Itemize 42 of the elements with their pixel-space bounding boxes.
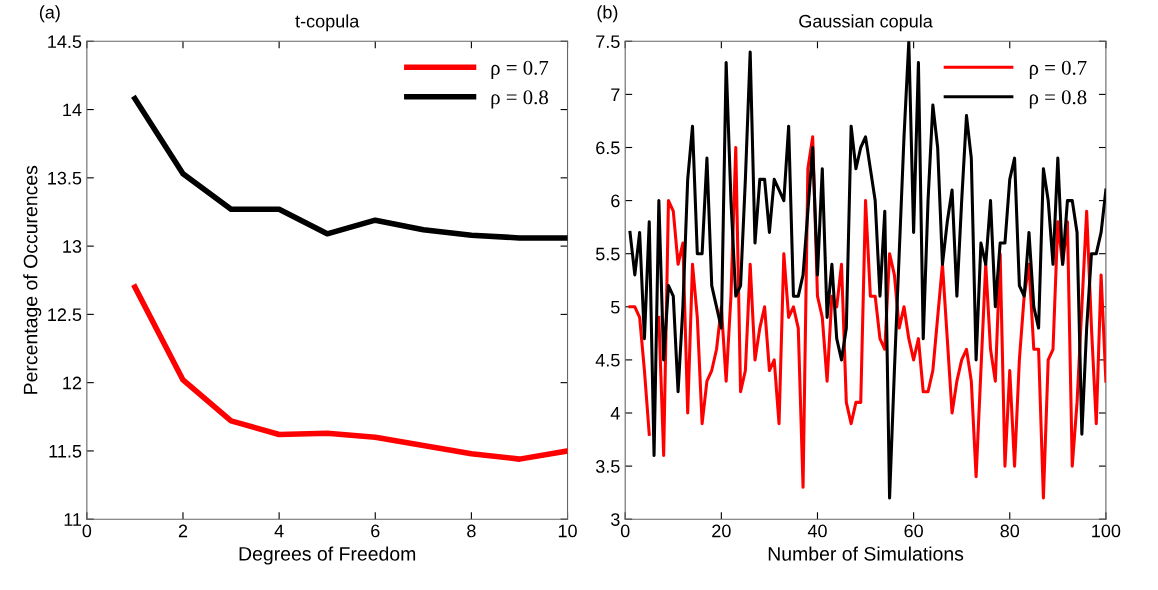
legend-label: ρ = 0.7: [1029, 60, 1087, 80]
text: (a): [39, 5, 60, 23]
y-tick-label: 13: [63, 240, 82, 253]
x-axis-title: Number of Simulations: [768, 546, 964, 561]
x-tick-label: 80: [1000, 524, 1020, 538]
y-tick-label: 14: [63, 103, 82, 117]
x-tick-label: 100: [1092, 524, 1121, 538]
y-tick-label: 12.5: [48, 308, 82, 322]
y-tick-label: 4.5: [595, 354, 620, 367]
legend-label: ρ = 0.7: [491, 60, 549, 80]
x-tick-label: 6: [371, 524, 380, 538]
x-tick-label: 10: [558, 524, 577, 538]
y-tick-label: 4: [610, 407, 620, 420]
x-tick-label: 4: [274, 524, 284, 538]
y-tick-label: 7.5: [596, 35, 620, 49]
y-tick-label: 11.5: [49, 445, 82, 458]
chart-title: t-copula: [295, 14, 360, 32]
y-tick-label: 12: [63, 376, 82, 390]
x-tick-label: 8: [467, 524, 476, 538]
x-axis-title: Degrees of Freedom: [239, 546, 416, 565]
line-series: [628, 41, 1106, 500]
y-tick-label: 13.5: [48, 171, 82, 185]
x-tick-label: 0: [620, 524, 630, 538]
legend-label: ρ = 0.8: [1029, 90, 1087, 109]
chart-title: Gaussian copula: [799, 14, 933, 32]
x-tick-label: 60: [904, 524, 923, 538]
legend-label: ρ = 0.8: [491, 90, 548, 109]
y-tick-label: 6: [611, 194, 620, 208]
x-tick-label: 20: [712, 524, 731, 538]
y-tick-label: 5: [611, 300, 620, 314]
y-tick-label: 5.5: [595, 247, 620, 261]
x-tick-label: 40: [807, 524, 827, 538]
x-tick-label: 2: [178, 524, 188, 538]
y-axis-title: Percentage of Occurences: [23, 165, 42, 394]
x-tick-label: 0: [82, 524, 92, 538]
text: (b): [597, 5, 618, 23]
y-tick-label: 14.5: [48, 35, 82, 49]
y-tick-label: 3.5: [595, 460, 620, 473]
y-tick-label: 6.5: [596, 141, 620, 155]
y-tick-label: 7: [611, 88, 620, 101]
y-tick-label: 11: [64, 513, 82, 526]
y-tick-label: 3: [611, 513, 620, 526]
